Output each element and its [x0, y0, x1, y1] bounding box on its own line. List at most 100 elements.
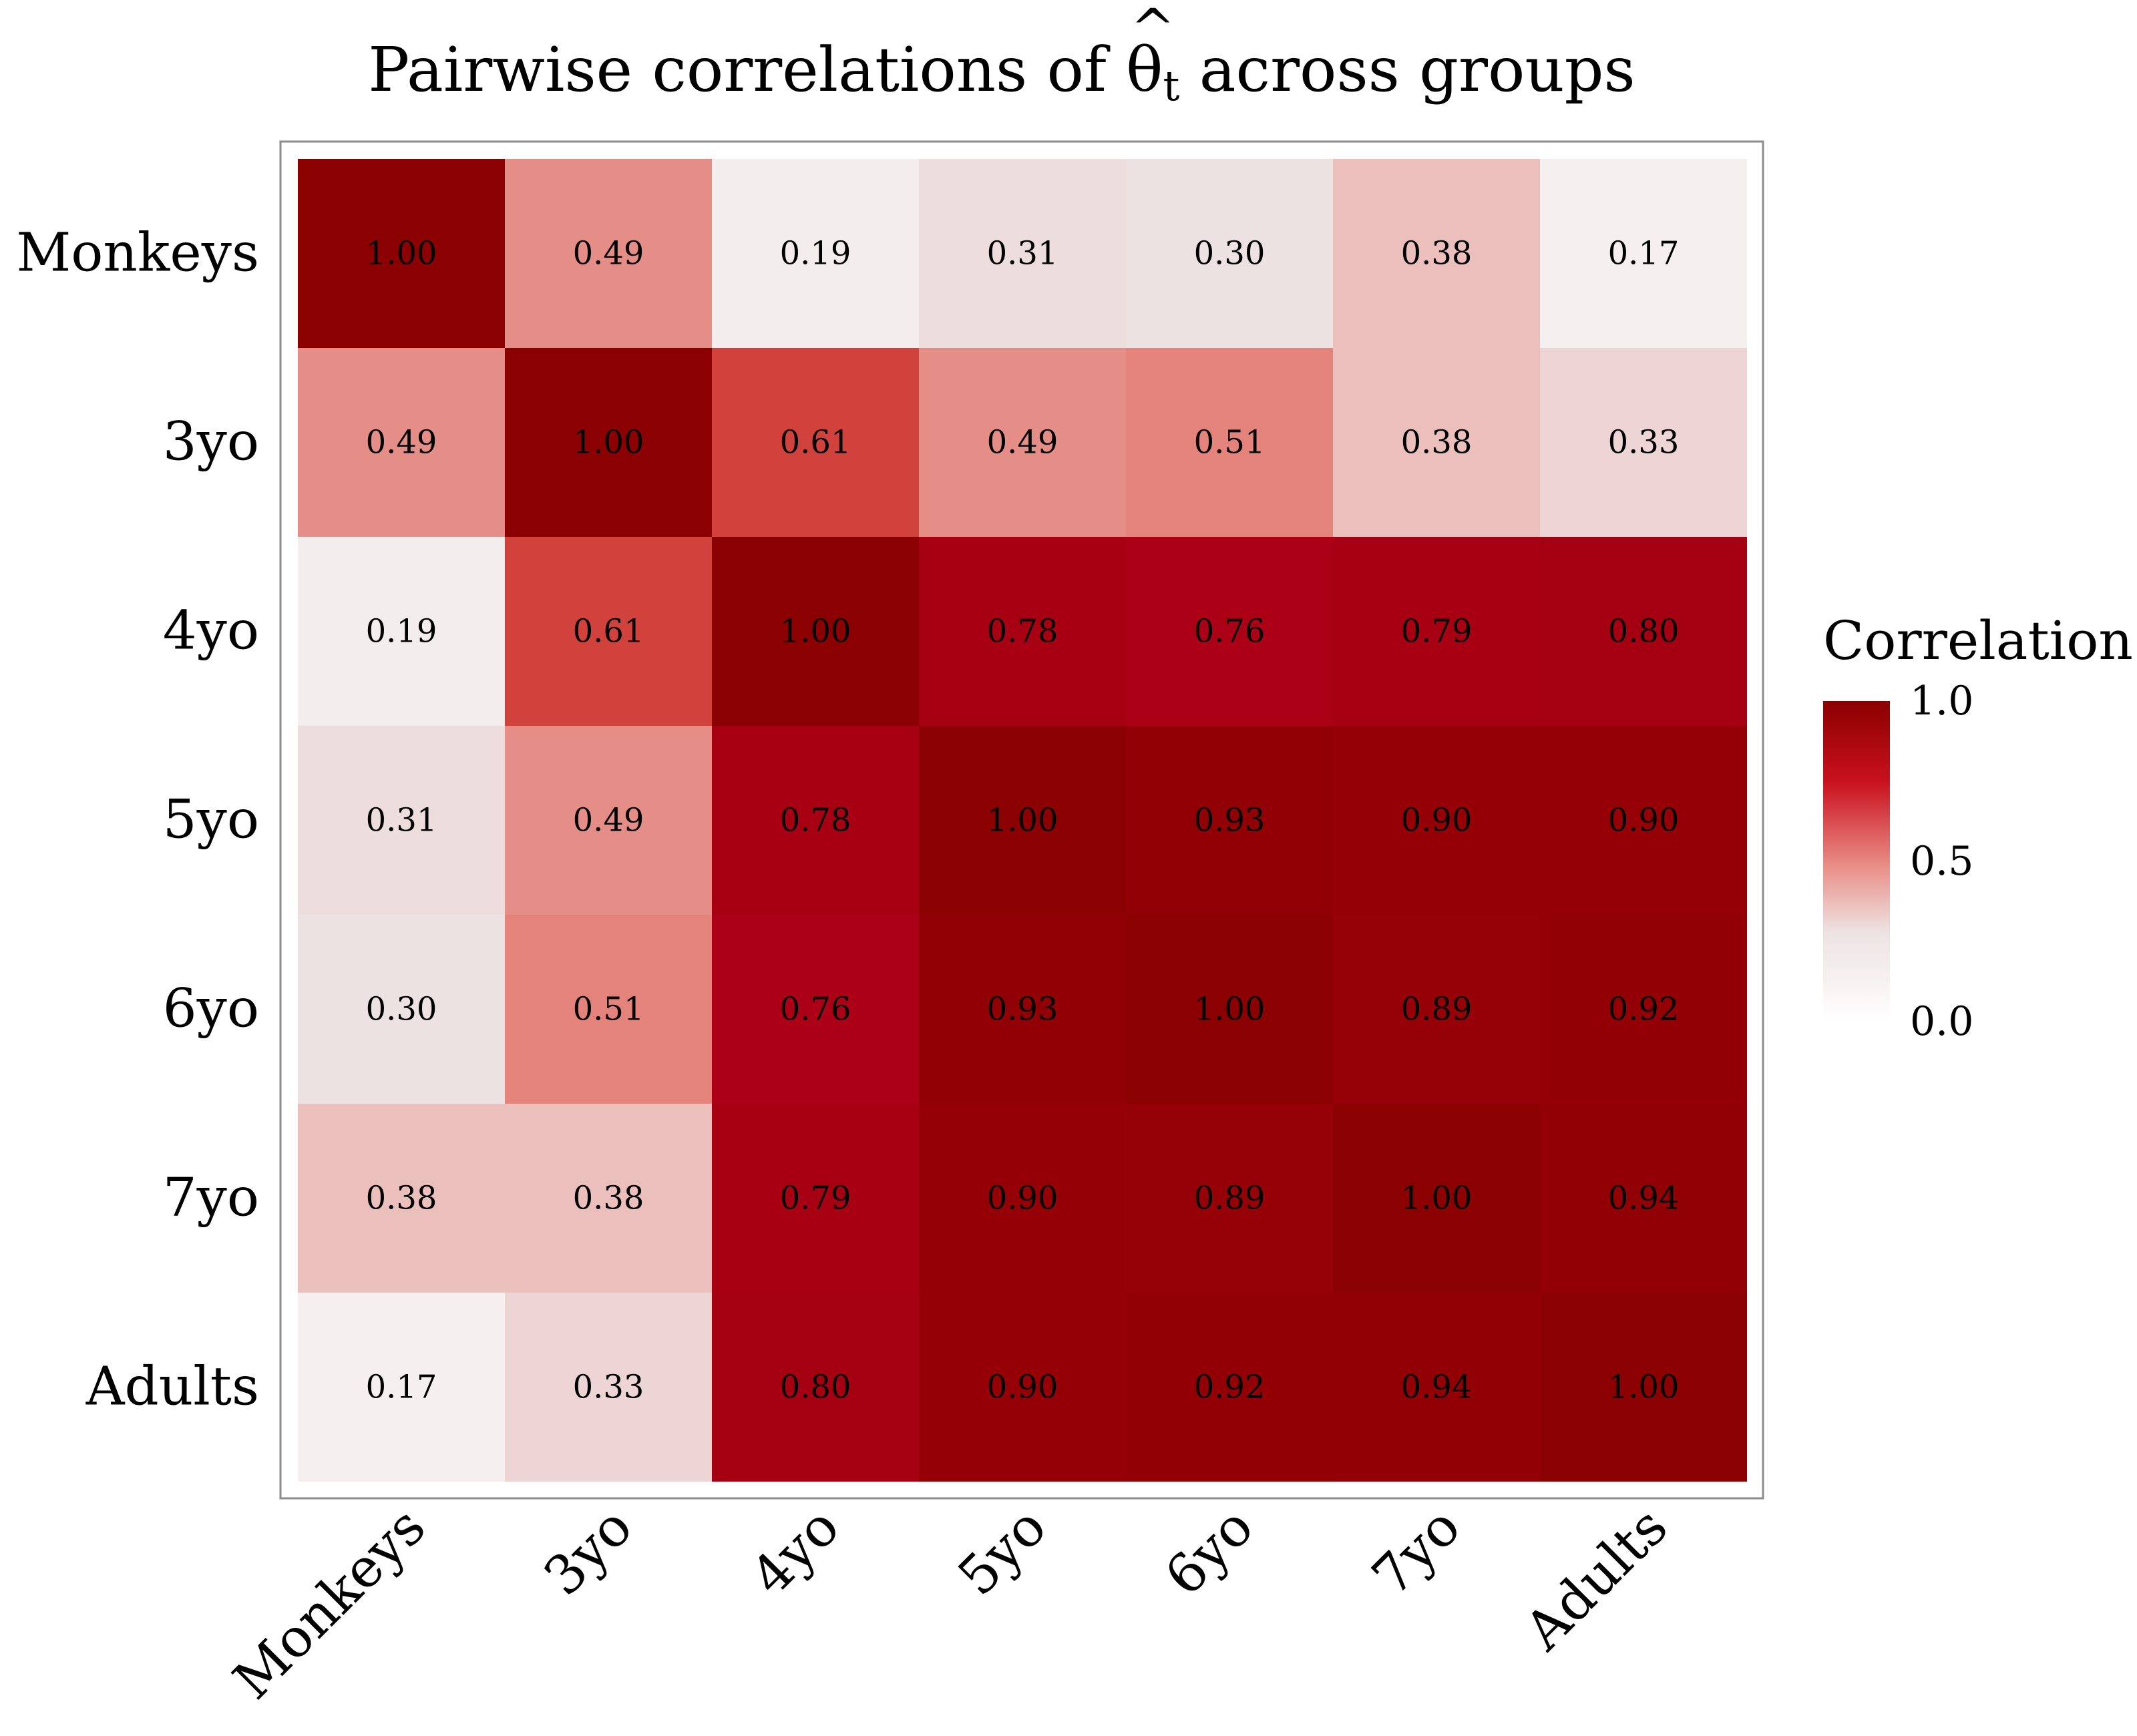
- heatmap-cell: [1333, 348, 1540, 537]
- x-axis-tick-label: 6yo: [1153, 1496, 1266, 1608]
- heatmap-cell: [1540, 915, 1747, 1104]
- heatmap-cell: [298, 726, 505, 915]
- cell-value-label: 0.94: [1608, 1180, 1680, 1217]
- cell-value-label: 0.33: [573, 1369, 644, 1406]
- heatmap-cell: [919, 1293, 1126, 1482]
- heatmap-cell: [712, 726, 919, 915]
- cell-value-label: 0.51: [1194, 424, 1266, 461]
- cell-value-label: 0.38: [1401, 235, 1473, 272]
- heatmap-cell: [505, 537, 712, 726]
- cell-value-label: 0.17: [366, 1369, 437, 1406]
- cell-value-label: 0.17: [1608, 235, 1680, 272]
- heatmap-cell: [1540, 1293, 1747, 1482]
- heatmap-cell: [505, 159, 712, 348]
- cell-value-label: 0.19: [366, 613, 437, 650]
- heatmap-cell: [1540, 159, 1747, 348]
- cell-value-label: 0.93: [987, 991, 1058, 1028]
- cell-value-label: 0.33: [1608, 424, 1680, 461]
- cell-value-label: 0.49: [366, 424, 437, 461]
- cell-value-label: 1.00: [987, 802, 1058, 839]
- heatmap-cell: [298, 915, 505, 1104]
- heatmap-cell: [1540, 726, 1747, 915]
- theta-symbol: θ: [1126, 34, 1163, 105]
- x-axis-tick-label: 4yo: [739, 1496, 851, 1608]
- heatmap-cell: [919, 726, 1126, 915]
- heatmap-cell: [505, 726, 712, 915]
- cell-value-label: 0.94: [1401, 1369, 1473, 1406]
- heatmap-cell: [1126, 159, 1333, 348]
- heatmap-cell: [1333, 537, 1540, 726]
- chart-title-prefix: Pairwise correlations of: [368, 34, 1127, 105]
- heatmap-cell: [1540, 1104, 1747, 1293]
- x-axis-tick-label: 3yo: [532, 1496, 644, 1608]
- heatmap-cell: [1540, 348, 1747, 537]
- cell-value-label: 0.89: [1401, 991, 1473, 1028]
- cell-value-label: 0.92: [1194, 1369, 1266, 1406]
- heatmap-cell: [919, 348, 1126, 537]
- cell-value-label: 1.00: [1401, 1180, 1473, 1217]
- y-axis-tick-label: 3yo: [163, 411, 259, 473]
- heatmap-cell: [505, 348, 712, 537]
- y-axis-tick-label: 4yo: [163, 600, 259, 662]
- heatmap-cell: [1540, 537, 1747, 726]
- heatmap-cell: [919, 1104, 1126, 1293]
- cell-value-label: 0.38: [573, 1180, 644, 1217]
- x-axis-tick-label: 5yo: [946, 1496, 1058, 1608]
- heatmap-cell: [1333, 1104, 1540, 1293]
- x-axis-tick-label: Adults: [1513, 1496, 1680, 1663]
- legend-title: Correlation: [1823, 610, 2133, 672]
- heatmap-cell: [298, 1293, 505, 1482]
- cell-value-label: 0.90: [1401, 802, 1473, 839]
- heatmap-cell: [1333, 726, 1540, 915]
- heatmap-cell: [298, 159, 505, 348]
- cell-value-label: 0.49: [987, 424, 1058, 461]
- cell-value-label: 1.00: [1194, 991, 1266, 1028]
- heatmap-cell: [505, 1104, 712, 1293]
- cell-value-label: 1.00: [780, 613, 851, 650]
- cell-value-label: 0.90: [987, 1180, 1058, 1217]
- hat-accent: ^: [1130, 0, 1175, 59]
- heatmap-cell: [298, 1104, 505, 1293]
- cell-value-label: 0.76: [780, 991, 851, 1028]
- y-axis-tick-label: Monkeys: [16, 222, 259, 284]
- legend-colorbar: [1823, 701, 1890, 1022]
- cell-value-label: 0.19: [780, 235, 851, 272]
- heatmap-cell: [1126, 1104, 1333, 1293]
- y-axis-tick-labels: Monkeys 3yo 4yo 5yo 6yo 7yo Adults: [16, 222, 259, 1418]
- chart-title-suffix: across groups: [1179, 34, 1635, 105]
- heatmap-cells: [298, 159, 1747, 1482]
- cell-value-label: 0.79: [1401, 613, 1473, 650]
- heatmap-cell: [1333, 915, 1540, 1104]
- cell-value-label: 0.92: [1608, 991, 1680, 1028]
- heatmap-cell: [298, 348, 505, 537]
- cell-value-label: 0.49: [573, 235, 644, 272]
- heatmap-cell: [1333, 159, 1540, 348]
- y-axis-tick-label: 6yo: [163, 978, 259, 1040]
- cell-value-label: 0.78: [987, 613, 1058, 650]
- legend-tick-label: 1.0: [1910, 678, 1974, 724]
- x-axis-tick-label: 7yo: [1360, 1496, 1473, 1608]
- heatmap-cell: [712, 1293, 919, 1482]
- x-axis-tick-label: Monkeys: [222, 1496, 437, 1711]
- cell-value-label: 0.80: [780, 1369, 851, 1406]
- y-axis-tick-label: 5yo: [163, 789, 259, 851]
- cell-value-label: 0.38: [1401, 424, 1473, 461]
- y-axis-tick-label: Adults: [85, 1355, 259, 1418]
- heatmap-cell-labels: 1.00 0.49 0.19 0.31 0.30 0.38 0.17 0.49 1.00 0.61…: [366, 235, 1680, 1406]
- heatmap-cell: [712, 348, 919, 537]
- panel-border: [279, 140, 1764, 1500]
- heatmap-cell: [505, 915, 712, 1104]
- heatmap-cell: [1126, 537, 1333, 726]
- cell-value-label: 0.38: [366, 1180, 437, 1217]
- cell-value-label: 0.79: [780, 1180, 851, 1217]
- cell-value-label: 0.76: [1194, 613, 1266, 650]
- theta-hat-symbol: ^ θt: [1126, 0, 1179, 130]
- heatmap-cell: [919, 159, 1126, 348]
- cell-value-label: 0.90: [1608, 802, 1680, 839]
- chart-title: Pairwise correlations of ^ θt across grou…: [0, 0, 2003, 130]
- cell-value-label: 0.49: [573, 802, 644, 839]
- heatmap-cell: [712, 1104, 919, 1293]
- cell-value-label: 0.51: [573, 991, 644, 1028]
- cell-value-label: 1.00: [1608, 1369, 1680, 1406]
- heatmap-cell: [1126, 1293, 1333, 1482]
